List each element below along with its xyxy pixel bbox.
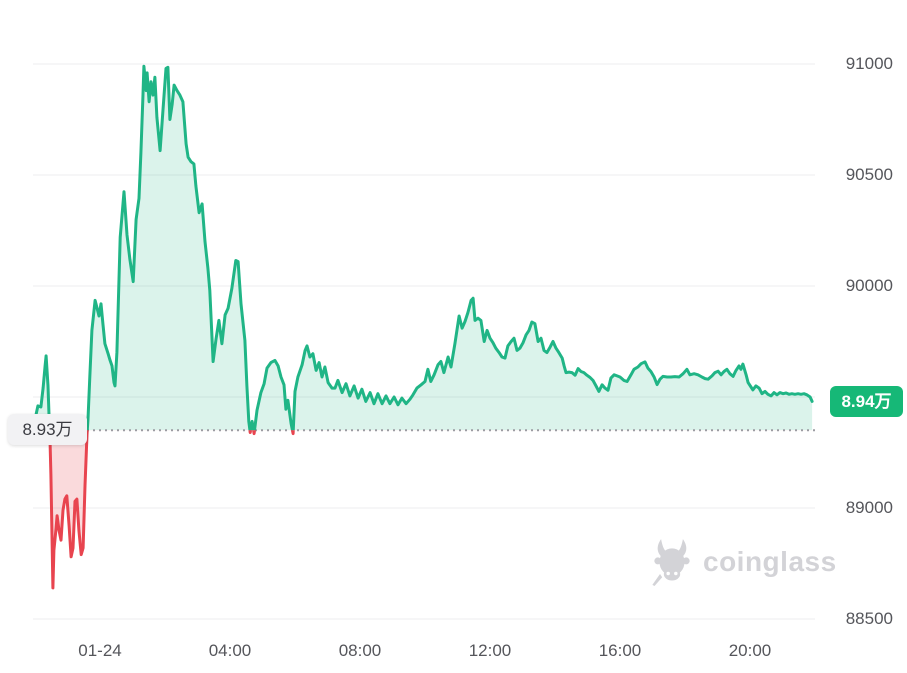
y-axis-label: 91000 <box>845 54 893 73</box>
x-axis-label: 04:00 <box>208 641 252 660</box>
x-axis-label: 12:00 <box>468 641 512 660</box>
coinglass-logo-icon <box>652 539 690 586</box>
y-axis-label: 88500 <box>845 609 893 628</box>
y-axis-label: 90000 <box>845 276 893 295</box>
baseline-price-label: 8.93万 <box>8 414 87 446</box>
x-axis-label: 01-24 <box>78 641 122 660</box>
coinglass-logo-text: coinglass <box>703 546 837 577</box>
price-line-up <box>31 64 814 431</box>
current-price-badge: 8.94万 <box>830 386 903 418</box>
coinglass-watermark: coinglass <box>650 538 837 586</box>
area-up <box>33 66 813 431</box>
y-axis-label: 89000 <box>845 498 893 517</box>
x-axis-label: 20:00 <box>728 641 772 660</box>
x-axis-label: 08:00 <box>338 641 382 660</box>
y-axis-label: 90500 <box>845 165 893 184</box>
x-axis-label: 16:00 <box>598 641 642 660</box>
